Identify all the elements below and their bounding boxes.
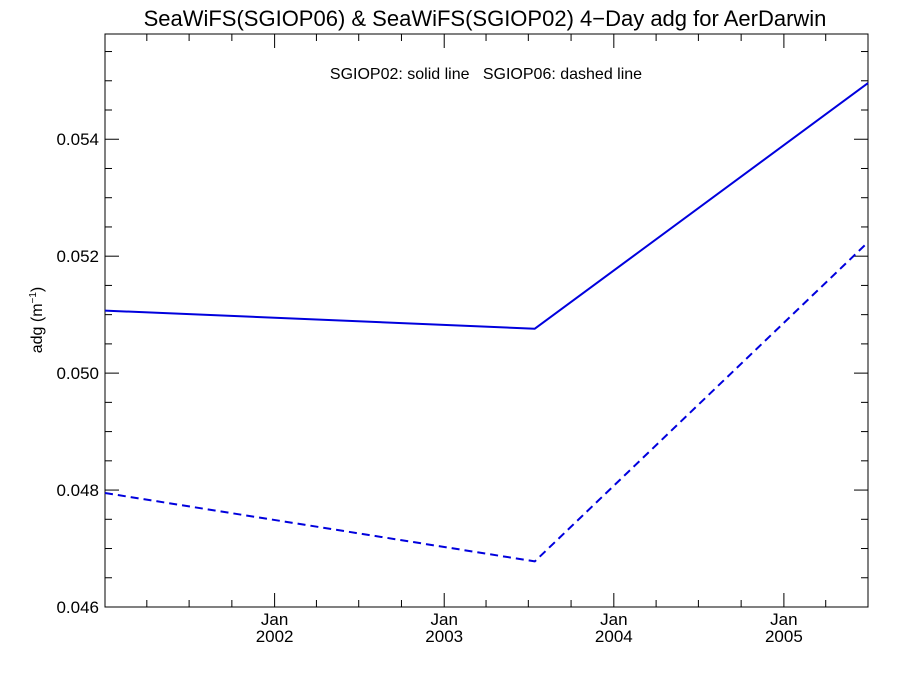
- series-line-sgiop06: [104, 241, 869, 563]
- x-tick-label-month: Jan: [770, 610, 797, 629]
- x-tick-label-year: 2003: [425, 627, 463, 646]
- series-layer: [104, 82, 869, 563]
- series-line-sgiop02: [104, 82, 869, 330]
- x-tick-label-year: 2005: [765, 627, 803, 646]
- line-style-annotation: SGIOP02: solid line SGIOP06: dashed line: [330, 66, 642, 83]
- y-axis-label-close: ): [29, 287, 46, 292]
- y-tick-label: 0.052: [56, 247, 99, 266]
- y-axis-label-sup: −1: [28, 292, 39, 304]
- y-tick-label: 0.046: [56, 598, 99, 617]
- plot-frame: [104, 33, 869, 608]
- x-tick-label-month: Jan: [431, 610, 458, 629]
- x-tick-label-month: Jan: [261, 610, 288, 629]
- x-tick-label-year: 2004: [595, 627, 633, 646]
- y-axis-label-main: adg (m: [29, 303, 46, 353]
- chart-title: SeaWiFS(SGIOP06) & SeaWiFS(SGIOP02) 4−Da…: [144, 6, 827, 31]
- y-axis-label: adg (m−1): [28, 287, 46, 354]
- x-tick-label-month: Jan: [600, 610, 627, 629]
- y-tick-label: 0.050: [56, 364, 99, 383]
- x-tick-label-year: 2002: [256, 627, 294, 646]
- y-tick-label: 0.054: [56, 130, 99, 149]
- y-tick-label: 0.048: [56, 481, 99, 500]
- axes: 0.0460.0480.0500.0520.054Jan2002Jan2003J…: [56, 34, 868, 646]
